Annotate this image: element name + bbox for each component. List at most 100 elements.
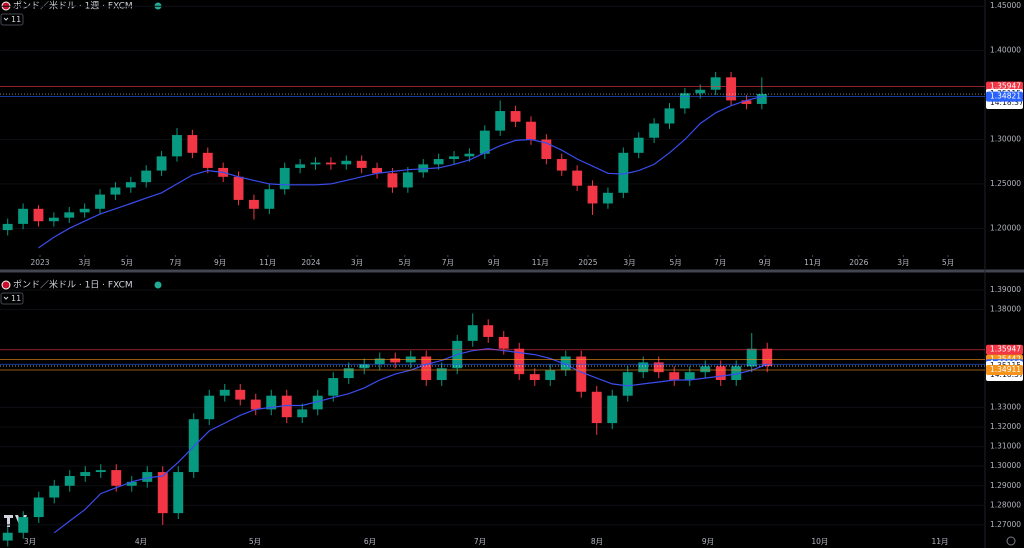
candle [679, 87, 690, 114]
candle-body [541, 139, 552, 160]
x-tick-label: 2026 [849, 258, 868, 267]
candle-body [653, 362, 664, 373]
x-tick-label: 7月 [169, 258, 181, 267]
candle-body [741, 100, 752, 104]
x-tick-label: 4月 [135, 537, 147, 546]
candle [325, 157, 336, 170]
candle [467, 313, 478, 347]
candle-body [374, 358, 385, 365]
price-label: 1.34821 [990, 92, 1021, 101]
candle [653, 356, 664, 379]
candle [638, 356, 649, 379]
candle-body [204, 395, 215, 420]
x-tick-label: 2025 [578, 258, 597, 267]
candle-body [731, 366, 742, 381]
candle [495, 100, 506, 136]
candle [64, 470, 75, 492]
candle [449, 151, 459, 165]
candle-body [576, 356, 587, 392]
candle-body [310, 162, 321, 165]
candle-body [479, 130, 490, 154]
candle [141, 165, 152, 188]
candle [328, 372, 339, 402]
candle-body [622, 372, 633, 396]
candle [95, 189, 105, 215]
candle [374, 352, 385, 371]
candle [356, 155, 367, 174]
x-tick-label: 5月 [399, 258, 411, 267]
indicator-chevron [3, 17, 9, 21]
candle-body [529, 374, 540, 381]
x-tick-label: 11月 [804, 258, 821, 267]
candle-body [264, 189, 275, 209]
candle [33, 491, 44, 523]
y-tick-label: 1.39000 [990, 285, 1021, 294]
x-tick-label: 11月 [532, 258, 549, 267]
x-tick-label: 6月 [364, 537, 376, 546]
candle-body [172, 135, 182, 157]
candle [281, 389, 292, 424]
candle [510, 105, 521, 128]
candle [202, 147, 213, 174]
x-tick-label: 7月 [442, 258, 454, 267]
candle-body [141, 170, 152, 183]
candle [250, 393, 261, 416]
candle [618, 147, 629, 199]
x-tick-label: 3月 [351, 258, 363, 267]
candle [556, 153, 567, 176]
candle [204, 389, 215, 426]
candle [235, 383, 246, 406]
price-label-box [986, 344, 1023, 355]
candle [541, 134, 552, 165]
candle [49, 479, 60, 504]
candle-body [157, 472, 168, 514]
indicator-badge: 11 [11, 15, 21, 24]
candle-body [188, 419, 199, 473]
candle [607, 389, 618, 429]
y-tick-label: 1.45000 [990, 1, 1021, 10]
candle-body [359, 364, 370, 369]
candle-body [587, 185, 598, 204]
candle [219, 383, 230, 402]
price-label: 1.34911 [990, 365, 1021, 374]
indicator-badge: 11 [11, 294, 21, 303]
price-label-box [986, 365, 1023, 376]
candle-body [664, 108, 675, 124]
candle-body [266, 395, 277, 410]
candle-body [80, 472, 91, 476]
candle-body [695, 89, 706, 94]
candle [125, 176, 136, 193]
candle-body [356, 160, 367, 168]
y-tick-label: 1.30000 [990, 461, 1021, 470]
candle-body [560, 356, 571, 371]
candle [95, 464, 106, 478]
candle [310, 157, 321, 170]
candle [279, 162, 290, 195]
candle [142, 466, 153, 488]
candle-body [387, 173, 398, 188]
candle-body [495, 111, 506, 131]
candle-body [250, 399, 261, 410]
y-tick-label: 1.25000 [990, 179, 1021, 188]
settings-icon[interactable] [1006, 536, 1016, 546]
candle-body [679, 93, 690, 109]
candle-body [187, 135, 198, 153]
candle-body [33, 208, 44, 222]
y-tick-label: 1.20000 [990, 223, 1021, 232]
candle-body [328, 378, 339, 396]
candle-body [249, 199, 259, 209]
candle [731, 360, 742, 386]
x-tick-label: 3月 [897, 258, 909, 267]
x-tick-label: 11月 [932, 537, 949, 546]
candle-body [700, 366, 711, 373]
x-tick-label: 5月 [670, 258, 682, 267]
candle-body [202, 152, 213, 168]
candle [664, 103, 675, 129]
candle [545, 364, 556, 386]
candle-body [156, 156, 167, 171]
candle-body [684, 372, 695, 381]
candle [18, 203, 29, 230]
candle [715, 360, 726, 386]
y-tick-label: 1.30000 [990, 134, 1021, 143]
